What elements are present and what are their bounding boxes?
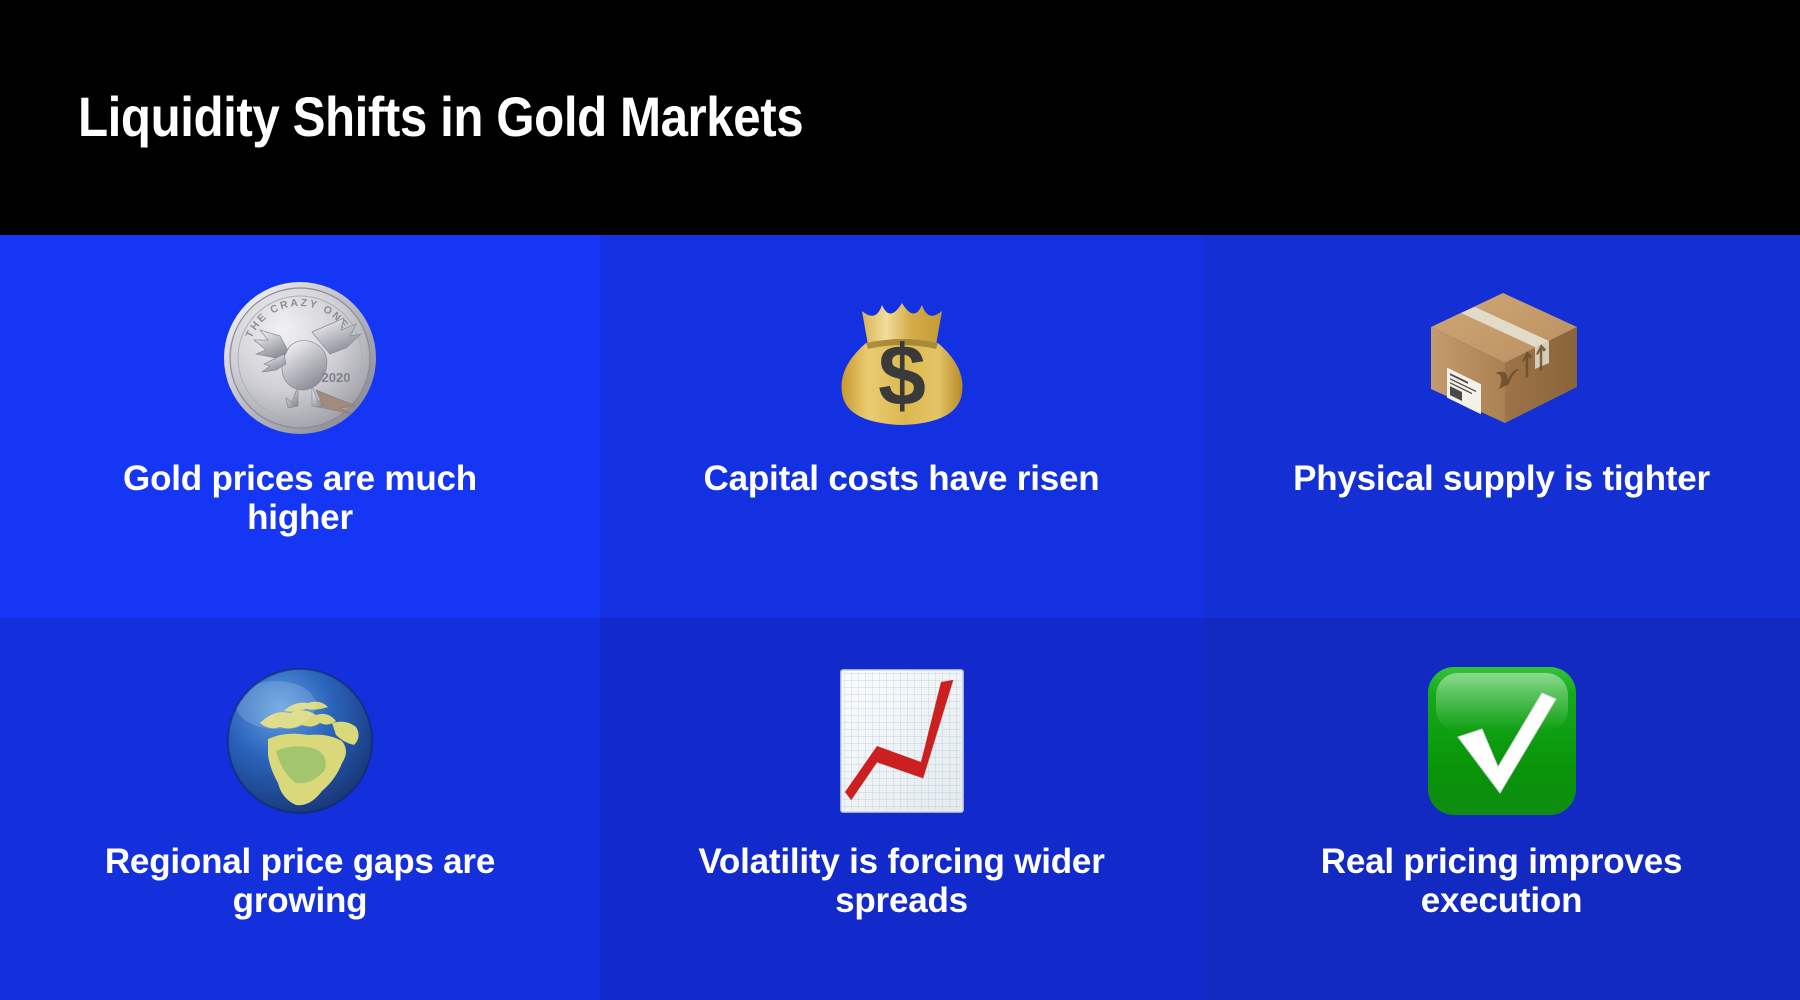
check-mark-button-icon — [1424, 646, 1580, 836]
silver-coin-icon: THE CRAZY ONES 2020 — [220, 263, 380, 453]
grid-cell-capital-costs[interactable]: $ Capital costs have risen — [600, 235, 1203, 618]
grid-cell-label: Physical supply is tighter — [1293, 459, 1710, 498]
grid-cell-label: Volatility is forcing wider spreads — [698, 842, 1105, 921]
grid-cell-gold-prices[interactable]: THE CRAZY ONES 2020 Gold prices are — [0, 235, 600, 618]
grid-cell-volatility[interactable]: Volatility is forcing wider spreads — [600, 618, 1203, 1000]
package-box-icon — [1417, 263, 1587, 453]
grid-cell-label: Regional price gaps are growing — [104, 842, 496, 921]
grid-cell-label: Capital costs have risen — [703, 459, 1100, 498]
globe-europe-africa-icon — [224, 646, 376, 836]
page-title: Liquidity Shifts in Gold Markets — [78, 85, 804, 149]
chart-increasing-icon — [837, 646, 967, 836]
feature-grid: THE CRAZY ONES 2020 Gold prices are — [0, 235, 1800, 1000]
grid-cell-real-pricing[interactable]: Real pricing improves execution — [1203, 618, 1800, 1000]
grid-cell-physical-supply[interactable]: Physical supply is tighter — [1203, 235, 1800, 618]
svg-text:$: $ — [878, 328, 926, 424]
svg-text:2020: 2020 — [322, 370, 351, 385]
grid-cell-label: Real pricing improves execution — [1320, 842, 1683, 921]
grid-cell-regional-gaps[interactable]: Regional price gaps are growing — [0, 618, 600, 1000]
slide-header: Liquidity Shifts in Gold Markets — [0, 0, 1800, 235]
money-bag-icon: $ — [832, 263, 972, 453]
grid-cell-label: Gold prices are much higher — [123, 459, 477, 538]
